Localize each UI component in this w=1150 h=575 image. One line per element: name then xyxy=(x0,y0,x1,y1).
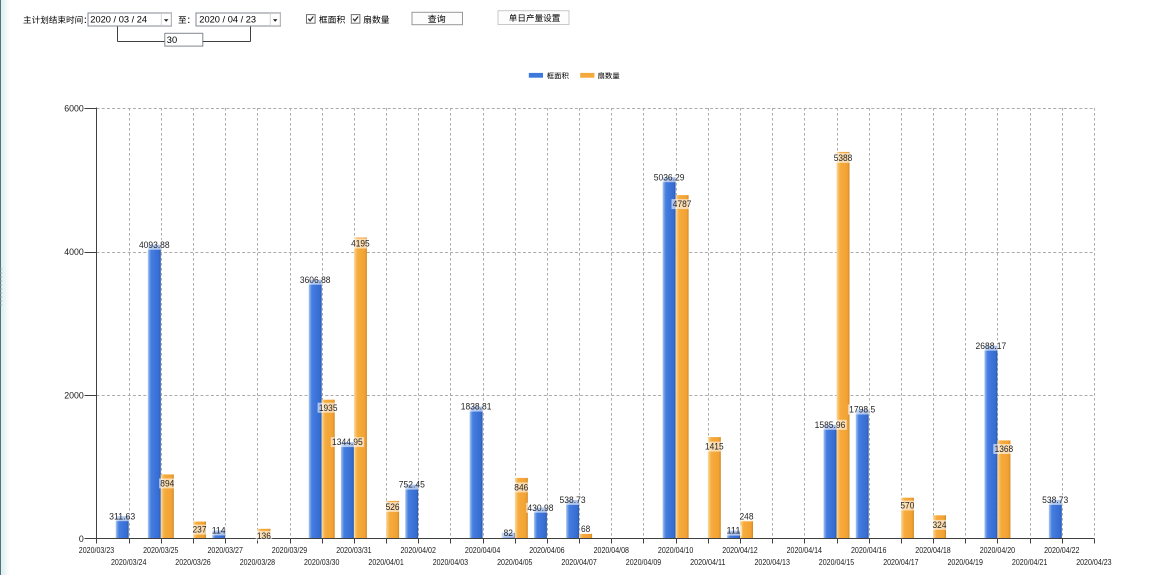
svg-text:2020/04/04: 2020/04/04 xyxy=(465,545,501,555)
svg-text:2020/04/20: 2020/04/20 xyxy=(980,545,1016,555)
svg-text:248: 248 xyxy=(740,512,754,522)
svg-text:2020/03/25: 2020/03/25 xyxy=(143,545,179,555)
svg-text:2020/04/12: 2020/04/12 xyxy=(722,545,758,555)
svg-text:4787: 4787 xyxy=(673,199,692,209)
svg-text:311.63: 311.63 xyxy=(109,511,135,521)
svg-text:2688.17: 2688.17 xyxy=(976,341,1007,351)
svg-text:894: 894 xyxy=(160,479,174,489)
svg-text:846: 846 xyxy=(514,483,528,493)
svg-text:4000: 4000 xyxy=(64,247,84,257)
svg-text:2020/04/07: 2020/04/07 xyxy=(561,557,597,567)
svg-text:2000: 2000 xyxy=(64,390,84,400)
svg-text:2020/04/06: 2020/04/06 xyxy=(529,545,565,555)
svg-text:1415: 1415 xyxy=(705,442,724,452)
svg-text:5388: 5388 xyxy=(834,153,853,163)
svg-text:2020/04/10: 2020/04/10 xyxy=(658,545,694,555)
svg-text:2020/04/02: 2020/04/02 xyxy=(401,545,437,555)
svg-text:752.45: 752.45 xyxy=(399,480,425,490)
svg-text:430.98: 430.98 xyxy=(527,503,553,513)
svg-text:2020/04/16: 2020/04/16 xyxy=(851,545,887,555)
svg-text:114: 114 xyxy=(212,526,226,536)
svg-text:1838.81: 1838.81 xyxy=(461,402,492,412)
svg-text:2020/04/03: 2020/04/03 xyxy=(433,557,469,567)
svg-text:2020 / 04 / 23: 2020 / 04 / 23 xyxy=(199,15,256,25)
svg-text:2020/03/29: 2020/03/29 xyxy=(272,545,308,555)
svg-text:1585.96: 1585.96 xyxy=(815,420,846,430)
svg-text:2020/04/11: 2020/04/11 xyxy=(690,557,726,567)
svg-text:2020/04/18: 2020/04/18 xyxy=(915,545,951,555)
svg-text:2020/04/13: 2020/04/13 xyxy=(755,557,791,567)
svg-text:1935: 1935 xyxy=(319,403,338,413)
svg-text:4195: 4195 xyxy=(351,239,370,249)
svg-text:2020/03/31: 2020/03/31 xyxy=(336,545,372,555)
svg-text:136: 136 xyxy=(257,531,271,541)
svg-text:3606.88: 3606.88 xyxy=(300,275,331,285)
svg-text:2020/04/23: 2020/04/23 xyxy=(1076,557,1112,567)
svg-text:1344.95: 1344.95 xyxy=(332,437,363,447)
svg-text:2020/03/24: 2020/03/24 xyxy=(111,557,147,567)
svg-text:2020 / 03 / 24: 2020 / 03 / 24 xyxy=(90,15,147,25)
svg-text:2020/04/05: 2020/04/05 xyxy=(497,557,533,567)
svg-text:570: 570 xyxy=(900,501,914,511)
svg-text:2020/03/30: 2020/03/30 xyxy=(304,557,340,567)
svg-text:30: 30 xyxy=(167,35,177,45)
svg-text:2020/04/15: 2020/04/15 xyxy=(819,557,855,567)
svg-text:2020/03/26: 2020/03/26 xyxy=(175,557,211,567)
svg-text:2020/04/01: 2020/04/01 xyxy=(368,557,404,567)
svg-text:324: 324 xyxy=(933,520,947,530)
svg-text:2020/04/21: 2020/04/21 xyxy=(1012,557,1048,567)
svg-text:1798.5: 1798.5 xyxy=(849,405,875,415)
svg-text:1368: 1368 xyxy=(995,444,1014,454)
svg-text:2020/04/19: 2020/04/19 xyxy=(948,557,984,567)
svg-text:5036.29: 5036.29 xyxy=(654,172,685,182)
svg-text:526: 526 xyxy=(386,502,400,512)
svg-text:2020/04/17: 2020/04/17 xyxy=(883,557,919,567)
svg-text:2020/04/08: 2020/04/08 xyxy=(594,545,630,555)
svg-text:82: 82 xyxy=(504,528,513,538)
svg-text:2020/04/22: 2020/04/22 xyxy=(1044,545,1080,555)
svg-text:4093.88: 4093.88 xyxy=(139,240,170,250)
svg-text:2020/04/09: 2020/04/09 xyxy=(626,557,662,567)
svg-text:2020/04/14: 2020/04/14 xyxy=(787,545,823,555)
svg-text:0: 0 xyxy=(79,534,84,544)
svg-text:2020/03/27: 2020/03/27 xyxy=(208,545,244,555)
svg-text:2020/03/28: 2020/03/28 xyxy=(240,557,276,567)
svg-text:6000: 6000 xyxy=(64,103,84,113)
svg-text:538.73: 538.73 xyxy=(1042,495,1068,505)
svg-text:538.73: 538.73 xyxy=(560,495,586,505)
svg-text:68: 68 xyxy=(581,524,590,534)
svg-text:237: 237 xyxy=(193,525,207,535)
svg-text:2020/03/23: 2020/03/23 xyxy=(79,545,115,555)
svg-text:111: 111 xyxy=(727,526,741,536)
